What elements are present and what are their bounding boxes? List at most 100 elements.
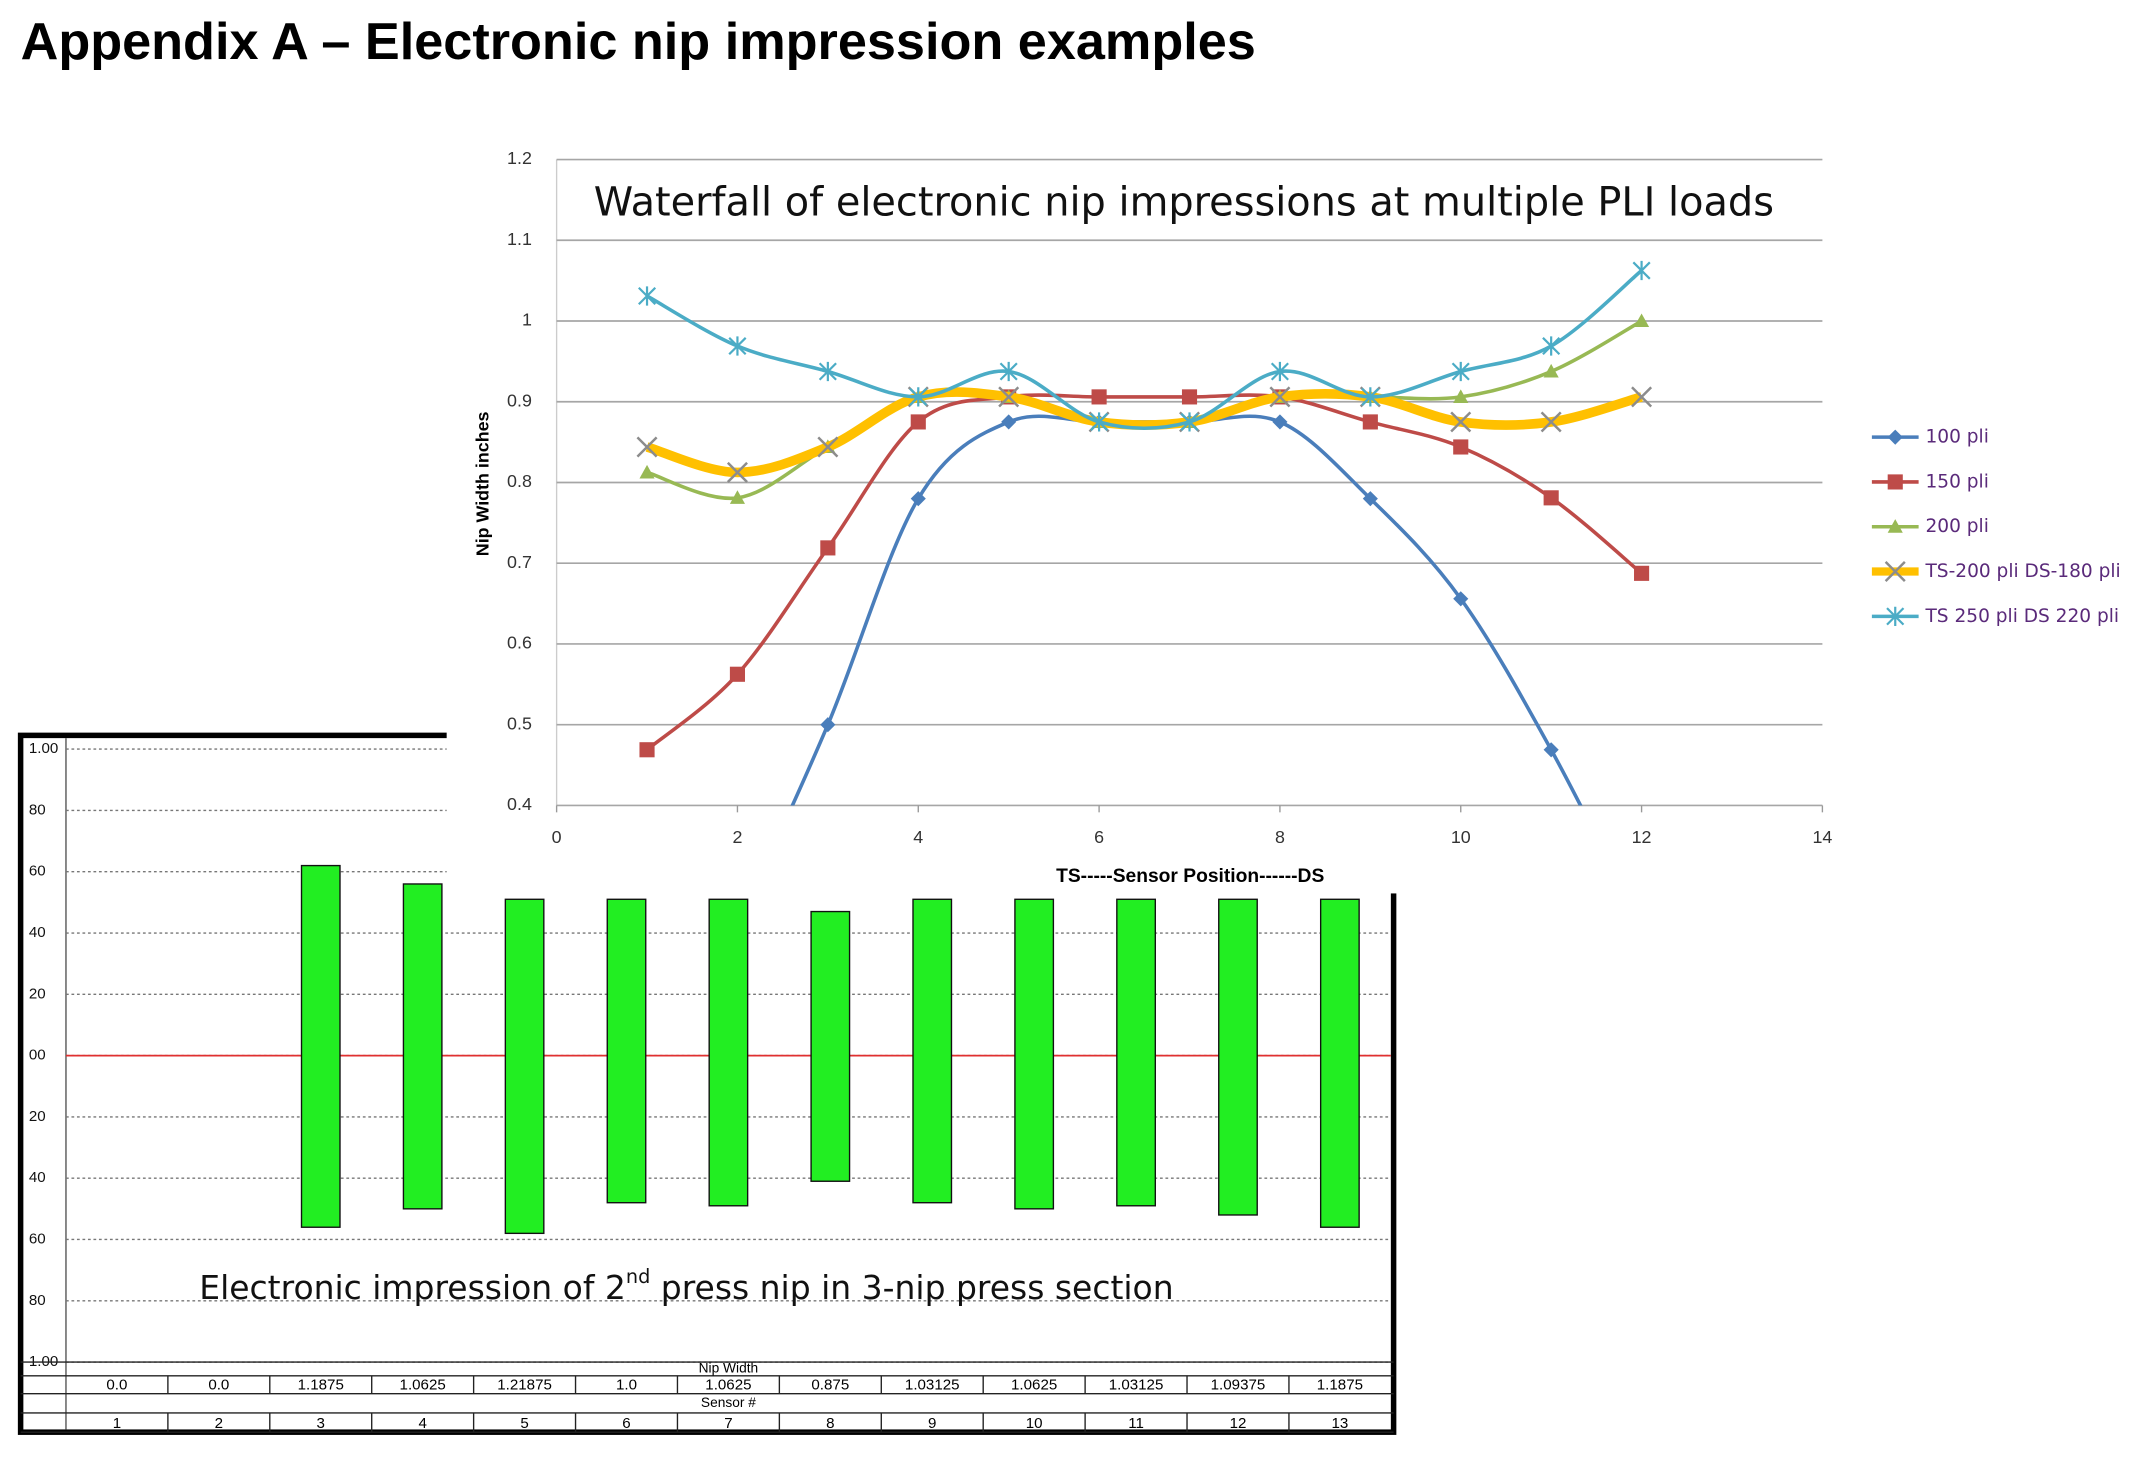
x-tick-label: 2 (732, 827, 742, 847)
legend-label: 150 pli (1925, 471, 1988, 492)
marker (729, 490, 746, 504)
marker (998, 386, 1020, 408)
marker (1450, 411, 1472, 433)
marker (1631, 386, 1653, 408)
y-tick-label: 00 (29, 1047, 46, 1064)
marker (1361, 387, 1380, 407)
table-cell: 1.21875 (497, 1376, 552, 1393)
legend-label: 100 pli (1925, 427, 1988, 448)
bar (504, 898, 545, 1235)
marker (1542, 336, 1561, 356)
marker (1543, 490, 1559, 506)
marker (1001, 414, 1017, 430)
y-tick-label: 40 (29, 1169, 46, 1186)
bar (708, 898, 749, 1207)
series-line (646, 269, 1643, 431)
x-tick-label: 10 (1451, 827, 1471, 847)
marker (1634, 565, 1650, 581)
y-tick-label: 1 (522, 310, 532, 330)
table-cell: 8 (826, 1415, 834, 1432)
table-cell: 1.1875 (1317, 1376, 1363, 1393)
bar (1014, 898, 1055, 1210)
marker (1453, 591, 1469, 607)
x-axis-label: TS-----Sensor Position------DS (1056, 866, 1324, 887)
y-tick-label: 60 (29, 863, 46, 880)
marker (1451, 361, 1470, 382)
table-cell: 12 (1230, 1415, 1247, 1432)
y-tick-label: 0.8 (507, 471, 532, 491)
annotation-part: nd (626, 1264, 650, 1287)
table-cell: 7 (724, 1415, 732, 1432)
y-axis-label: Nip Width inches (472, 411, 492, 556)
x-tick-label: 14 (1812, 827, 1832, 847)
y-tick-label: 20 (29, 1108, 46, 1125)
marker (1269, 386, 1291, 408)
marker (820, 717, 836, 733)
y-tick-label: 0.5 (507, 713, 532, 733)
y-tick-label: 0.4 (507, 794, 532, 814)
y-tick-label: 80 (29, 801, 46, 818)
marker (1887, 429, 1903, 445)
table-cell: 6 (622, 1415, 630, 1432)
bar (1319, 898, 1360, 1228)
marker (1632, 260, 1651, 281)
marker (1453, 439, 1469, 455)
table-cell: 1 (113, 1415, 121, 1432)
x-tick-label: 6 (1094, 827, 1104, 847)
marker (1180, 412, 1199, 432)
table-cell: 1.0 (616, 1376, 637, 1393)
bar (1218, 898, 1258, 1216)
table-cell: 1.0625 (705, 1376, 751, 1393)
y-tick-label: 0.7 (507, 552, 532, 572)
marker (729, 666, 746, 682)
bar (912, 898, 953, 1204)
table-cell: 2 (215, 1415, 223, 1432)
table-cell: 11 (1128, 1415, 1144, 1432)
legend-label: TS-200 pli DS-180 pli (1924, 561, 2120, 582)
chart-title: Waterfall of electronic nip impressions … (594, 179, 1774, 225)
marker (639, 742, 655, 758)
marker (1887, 474, 1903, 490)
table-cell: 4 (418, 1415, 426, 1432)
annotation-part: Electronic impression of 2 (199, 1268, 626, 1307)
waterfall-chart: 0.4 0.5 0.6 0.7 0.8 0.9 1 1.1 1.2 0 2 4 6 8 10 12 14 Wate… (472, 148, 2120, 934)
marker (636, 436, 658, 458)
marker (1270, 361, 1289, 382)
table-cell: 0.0 (208, 1376, 229, 1393)
plot-area (636, 260, 1653, 934)
marker (726, 461, 748, 483)
x-tick-label: 8 (1275, 827, 1285, 847)
marker (1090, 412, 1109, 432)
annotation: Electronic impression of 2nd press nip i… (199, 1264, 1173, 1306)
line-chart-background (446, 130, 2155, 894)
marker (817, 436, 839, 458)
marker (1362, 491, 1378, 507)
marker (728, 336, 747, 356)
page-title: Appendix A – Electronic nip impression e… (21, 13, 1256, 71)
marker (1453, 389, 1469, 403)
marker (638, 286, 657, 306)
series-line (645, 387, 1643, 478)
marker (1634, 919, 1649, 934)
marker (1362, 414, 1378, 430)
table-cell: 1.0625 (400, 1376, 446, 1393)
bar (1116, 898, 1156, 1207)
marker (1887, 519, 1903, 533)
marker (1181, 389, 1198, 405)
marker (1634, 313, 1650, 328)
table-cell: 1.1875 (298, 1376, 344, 1393)
x-tick-label: 0 (552, 827, 562, 847)
table-cell: 1.03125 (1109, 1376, 1164, 1393)
table-cell: 13 (1331, 1415, 1348, 1432)
marker (910, 414, 926, 430)
marker (909, 387, 928, 407)
bar (300, 864, 341, 1228)
y-tick-label: 80 (29, 1292, 46, 1309)
table-header: Sensor # (701, 1395, 756, 1410)
bar (606, 898, 647, 1204)
marker (818, 361, 837, 382)
table-cell: 1.09375 (1211, 1376, 1266, 1393)
y-tick-label: 1.1 (507, 229, 532, 249)
